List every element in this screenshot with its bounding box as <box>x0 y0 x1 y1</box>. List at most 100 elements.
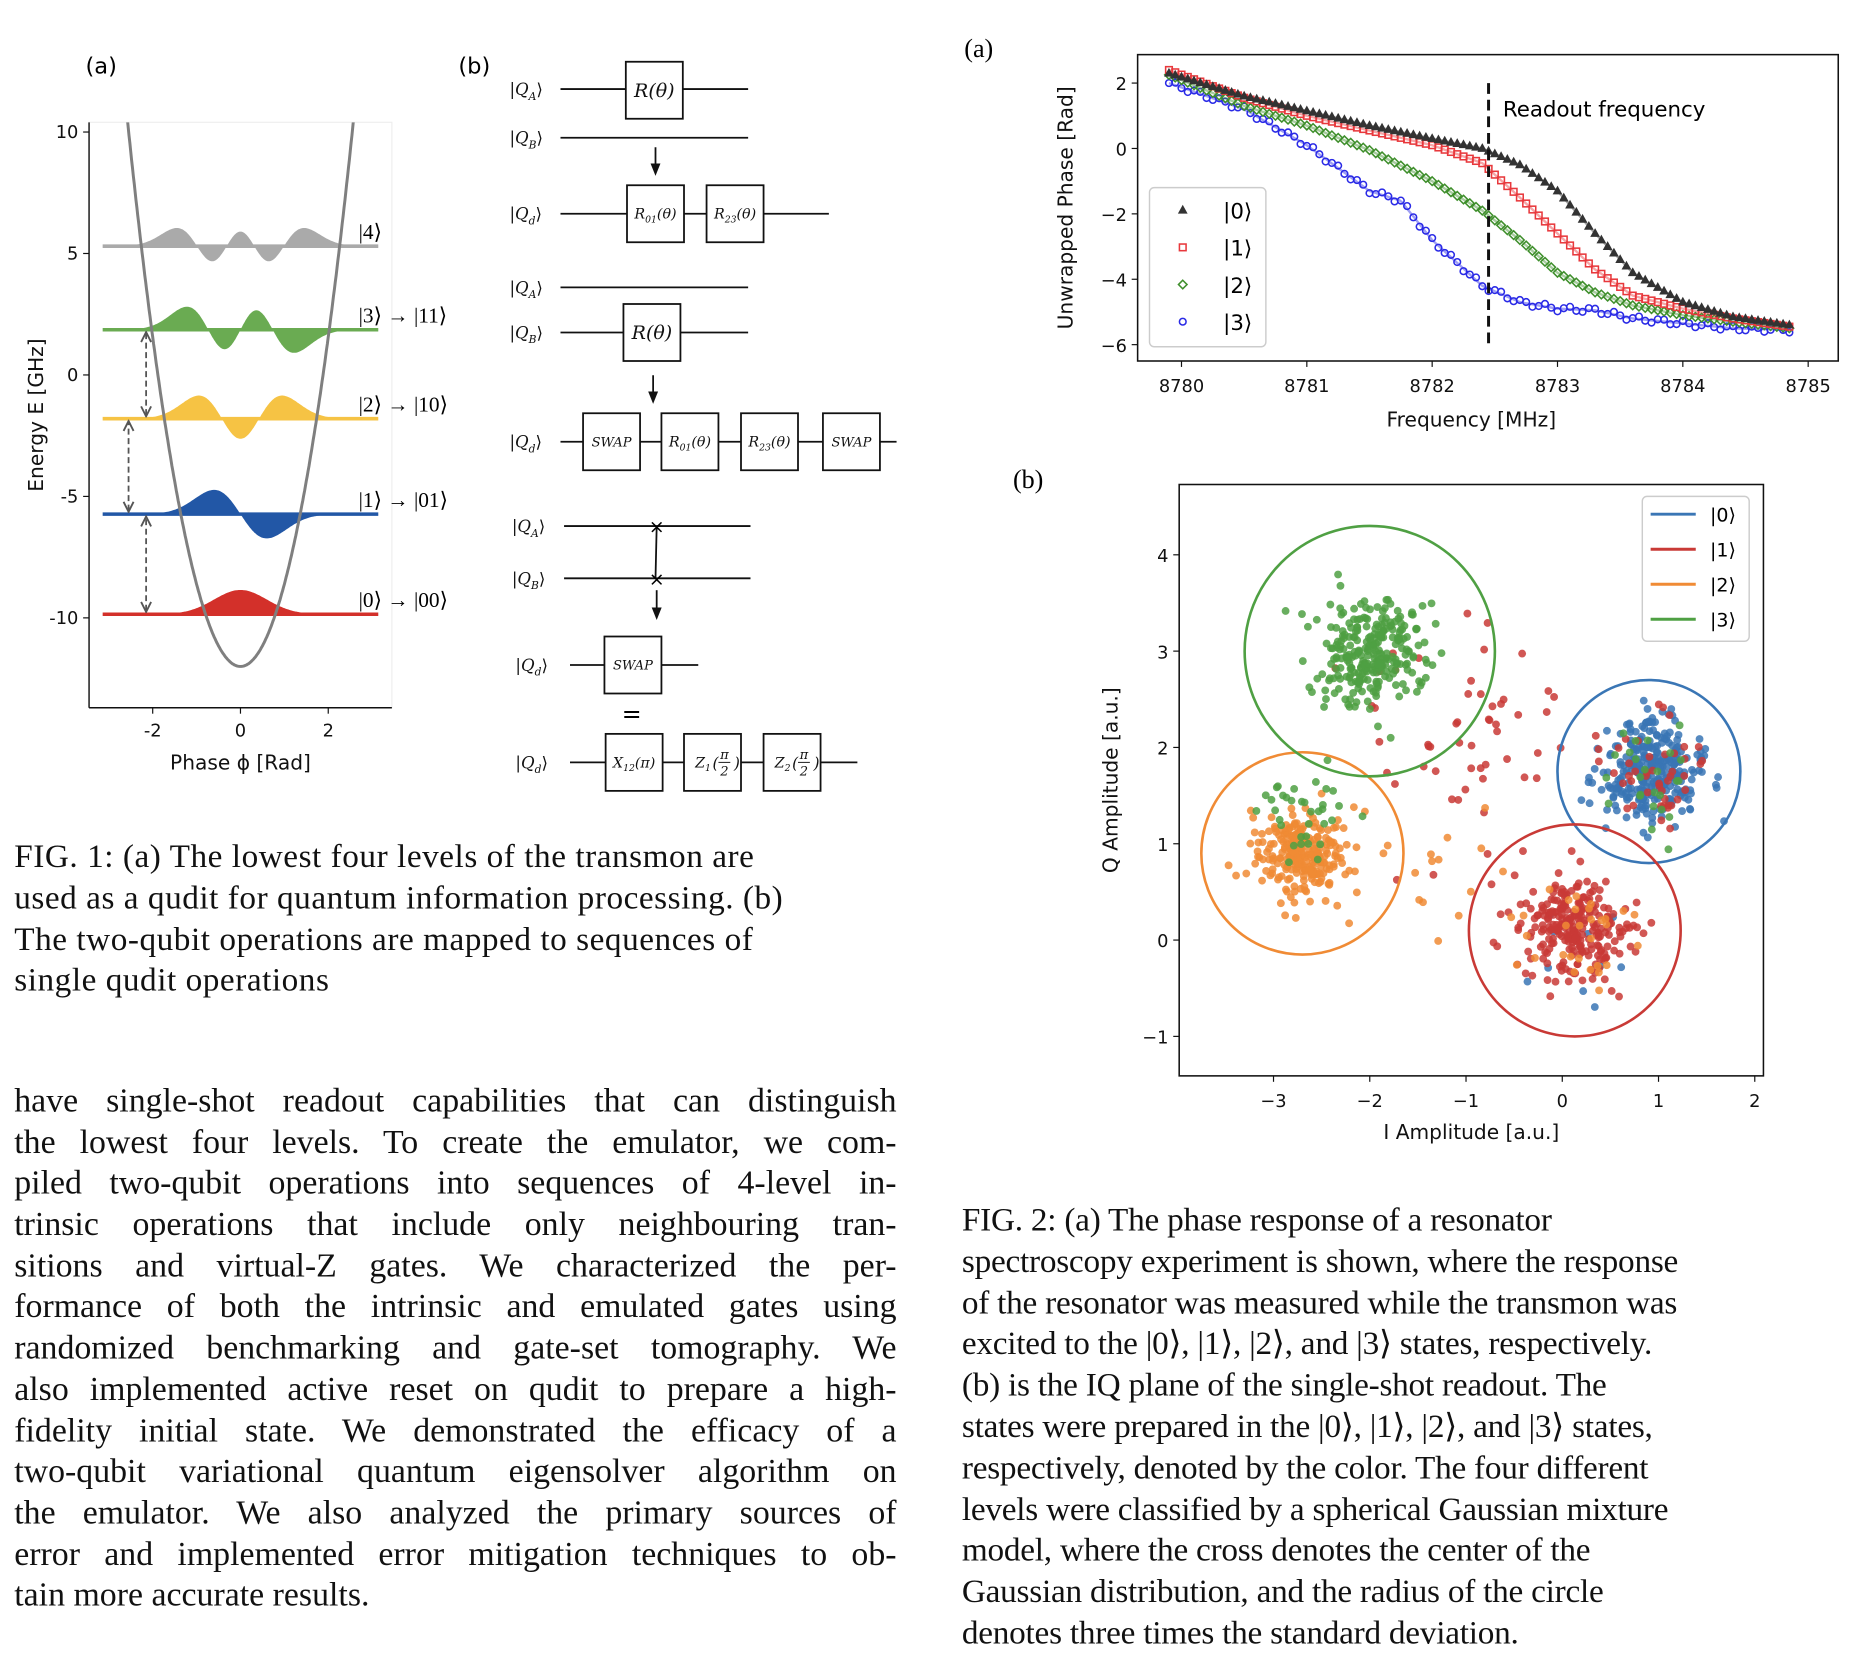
data-point <box>1687 775 1696 784</box>
data-point <box>1327 660 1335 668</box>
data-point <box>1363 645 1372 654</box>
data-point <box>1342 840 1351 849</box>
data-point <box>1666 749 1675 757</box>
text-line: also implemented active reset on qudit t… <box>14 1371 897 1409</box>
data-point <box>1746 314 1757 323</box>
data-point <box>1695 766 1703 775</box>
data-point <box>1418 601 1427 610</box>
gate-label: Z1 <box>694 755 711 774</box>
data-point <box>1621 297 1632 309</box>
data-point <box>1302 832 1311 841</box>
gate-box <box>626 184 685 244</box>
data-point <box>1316 840 1325 849</box>
data-point <box>1647 825 1656 834</box>
data-point <box>1353 678 1362 687</box>
data-point <box>1522 297 1531 307</box>
data-point <box>1251 104 1263 116</box>
data-point <box>1220 85 1231 94</box>
data-point <box>1351 139 1363 151</box>
data-point <box>1601 954 1610 963</box>
wire-label: |Qd⟩ <box>515 656 548 679</box>
legend-label: |3⟩ <box>1710 609 1736 631</box>
data-point <box>1311 778 1320 786</box>
data-point <box>1292 869 1301 877</box>
data-point <box>1694 743 1703 751</box>
data-point <box>1534 211 1543 220</box>
data-point <box>1290 784 1299 793</box>
data-point <box>1345 115 1356 125</box>
data-point <box>1304 819 1313 828</box>
legend-label: |0⟩ <box>1223 200 1252 225</box>
data-point <box>1600 903 1608 912</box>
data-point <box>1278 848 1287 857</box>
data-point <box>1521 969 1530 978</box>
data-point <box>1623 804 1632 813</box>
data-point <box>1427 133 1438 143</box>
data-point <box>1254 838 1263 847</box>
panel-label: (b) <box>1013 465 1043 494</box>
data-point <box>1226 86 1237 96</box>
data-point <box>1631 767 1640 776</box>
data-point <box>1489 215 1501 226</box>
data-point <box>1291 914 1300 922</box>
data-point <box>1568 938 1577 947</box>
data-point <box>1282 831 1291 840</box>
data-point <box>1281 607 1290 615</box>
data-point <box>1428 661 1437 670</box>
figure1-caption: FIG. 1: (a) The lowest four levels of th… <box>14 837 783 1002</box>
wire-label: |Qd⟩ <box>515 753 548 776</box>
wire-label: |Qd⟩ <box>509 433 542 456</box>
data-point <box>1564 273 1576 285</box>
data-point <box>1547 223 1556 232</box>
data-point <box>1282 114 1294 126</box>
data-point <box>1415 895 1424 904</box>
data-point <box>1687 789 1695 798</box>
data-point <box>1650 788 1659 797</box>
legend-label: |3⟩ <box>1223 311 1252 336</box>
data-point <box>1454 795 1463 804</box>
x-tick-label: 8785 <box>1786 376 1831 397</box>
y-tick-label: −6 <box>1101 336 1127 357</box>
data-point <box>1595 986 1604 995</box>
data-point <box>1578 307 1587 316</box>
data-point <box>1420 172 1432 184</box>
data-point <box>1308 143 1318 152</box>
data-point <box>1272 828 1281 836</box>
data-point <box>1516 900 1525 909</box>
fraction-denominator: 2 <box>719 764 728 779</box>
data-point <box>1528 971 1537 980</box>
data-point <box>1681 786 1690 794</box>
data-point <box>1591 265 1600 274</box>
data-point <box>1320 109 1331 119</box>
data-point <box>1690 300 1701 310</box>
paren: ( <box>713 754 720 772</box>
x-tick-label: 2 <box>323 720 334 741</box>
data-point <box>1299 876 1308 885</box>
data-point <box>1553 229 1562 238</box>
data-point <box>1372 692 1381 701</box>
gate-label: Z2 <box>774 755 791 774</box>
legend-box <box>1148 186 1267 348</box>
data-point <box>1633 301 1645 313</box>
swap-cross: × <box>649 516 665 538</box>
data-point <box>1465 270 1474 279</box>
y-tick-label: -5 <box>61 486 79 507</box>
data-point <box>1596 947 1605 956</box>
data-point <box>1545 923 1554 932</box>
wire-label: |QA⟩ <box>509 278 542 301</box>
classification-circle <box>1243 524 1497 778</box>
data-point <box>1477 844 1486 853</box>
gate-box <box>624 60 684 120</box>
data-point <box>1403 633 1411 641</box>
data-point <box>1651 718 1660 727</box>
data-point <box>1654 700 1663 709</box>
data-point <box>1539 256 1551 268</box>
data-point <box>1495 219 1507 231</box>
data-point <box>1393 606 1402 615</box>
data-point <box>1297 797 1306 806</box>
data-point <box>1307 122 1319 134</box>
data-point <box>1358 812 1367 821</box>
data-point <box>1639 828 1648 837</box>
data-point <box>1382 154 1394 165</box>
fraction-numerator: π <box>719 748 729 763</box>
